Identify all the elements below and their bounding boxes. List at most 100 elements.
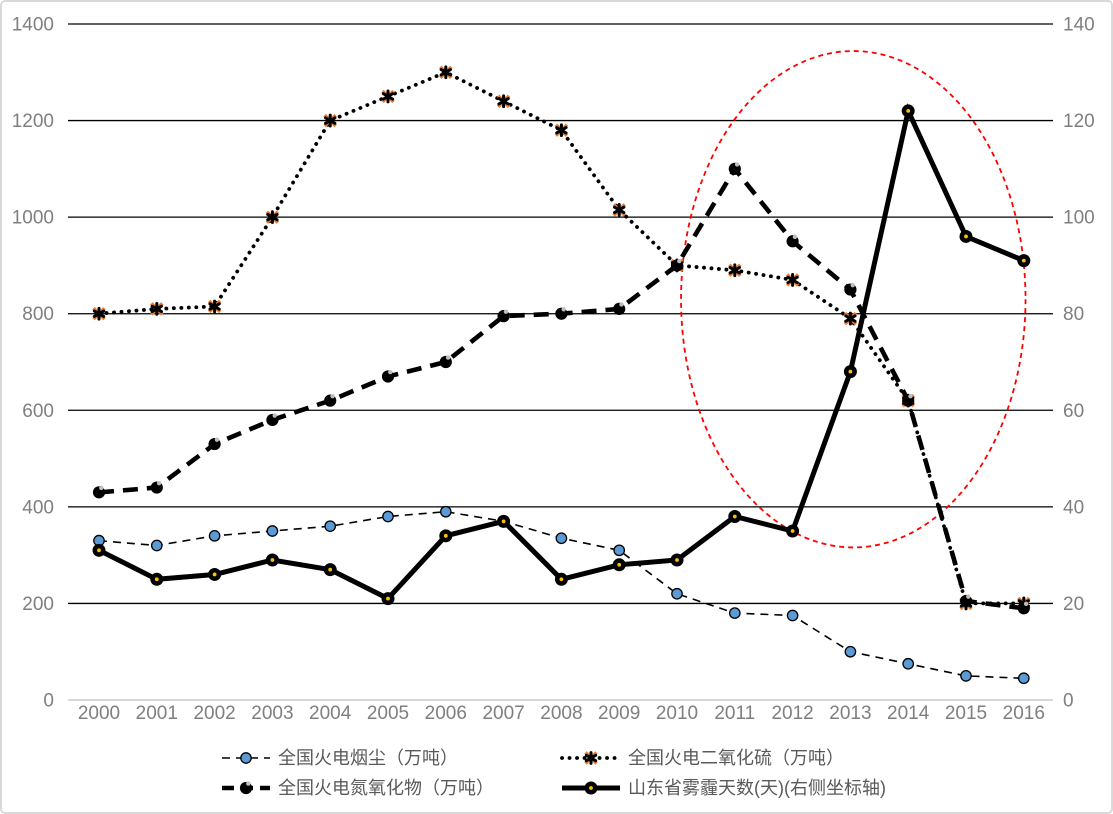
- black-circle-grey-marker: [208, 437, 221, 451]
- black-circle-yellow-marker: [381, 592, 395, 606]
- x-axis-tick-label: 2008: [540, 703, 582, 724]
- blue-circle-marker: [382, 510, 394, 523]
- legend: 全国火电烟尘（万吨） 全国火电二氧化硫（万吨） 全国火电氮氧化物（万吨） 山东省雾霾天…: [222, 748, 886, 798]
- left-axis-tick-label: 800: [22, 304, 54, 325]
- black-circle-yellow-marker: [670, 553, 684, 567]
- black-circle-grey-marker: [902, 394, 915, 407]
- legend-item-2: 全国火电氮氧化物（万吨）: [222, 778, 494, 798]
- blue-circle-marker: [728, 607, 741, 619]
- orange-x-star-marker: [381, 89, 395, 104]
- red-ellipse-annotation: [680, 50, 1027, 549]
- blue-circle-marker: [439, 505, 452, 518]
- left-axis-tick-label: 600: [22, 401, 54, 422]
- x-axis-tick-label: 2015: [945, 703, 987, 724]
- orange-x-star-marker: [728, 263, 742, 278]
- orange-x-star-marker: [554, 123, 569, 138]
- black-circle-yellow-marker: [323, 563, 337, 577]
- x-axis-tick-label: 2011: [714, 703, 755, 724]
- black-circle-yellow-marker: [92, 543, 106, 557]
- left-axis-tick-label: 1400: [12, 15, 54, 36]
- black-circle-grey-marker: [959, 594, 973, 608]
- black-circle-grey-marker: [439, 355, 452, 369]
- blue-circle-marker: [844, 645, 857, 658]
- legend-item-label: 全国火电烟尘（万吨）: [278, 748, 458, 768]
- orange-x-star-marker: [265, 210, 280, 225]
- black-circle-yellow-marker: [612, 558, 626, 572]
- black-circle-grey-marker: [497, 309, 510, 323]
- blue-circle-marker: [324, 520, 337, 533]
- black-circle-grey-marker: [728, 162, 741, 175]
- blue-circle-marker: [960, 670, 972, 682]
- legend-item-label: 全国火电二氧化硫（万吨）: [628, 748, 844, 768]
- orange-x-star-marker: [785, 273, 800, 287]
- orange-x-star-marker: [843, 311, 858, 326]
- black-circle-grey-marker: [266, 413, 279, 427]
- black-circle-yellow-marker: [1017, 254, 1031, 268]
- legend-item-label: 全国火电氮氧化物（万吨）: [278, 778, 494, 798]
- right-axis-tick-label: 120: [1063, 111, 1095, 132]
- x-axis-tick-label: 2001: [136, 703, 178, 724]
- legend-item-1: 全国火电二氧化硫（万吨）: [560, 748, 844, 768]
- x-axis-tick-label: 2004: [309, 703, 352, 724]
- black-circle-yellow-marker: [728, 510, 742, 524]
- x-axis-tick-label: 2002: [193, 703, 235, 724]
- x-axis-tick-label: 2009: [598, 703, 640, 724]
- orange-x-star-marker: [323, 113, 337, 128]
- black-circle-yellow-marker: [901, 104, 915, 118]
- x-axis-tick-label: 2016: [1003, 703, 1045, 724]
- black-circle-grey-marker: [670, 258, 684, 272]
- x-axis-tick-label: 2006: [425, 703, 467, 724]
- blue-circle-marker: [671, 587, 683, 600]
- blue-circle-marker: [613, 544, 626, 557]
- black-circle-grey-marker: [1017, 601, 1030, 615]
- x-axis-tick-label: 2010: [656, 703, 698, 724]
- right-axis-tick-label: 60: [1063, 401, 1084, 422]
- legend-item-0: 全国火电烟尘（万吨）: [222, 748, 458, 768]
- series-line-1: [97, 70, 1026, 606]
- right-axis-tick-label: 80: [1063, 304, 1084, 325]
- x-axis-tick-label: 2013: [829, 703, 871, 724]
- legend-item-3: 山东省雾霾天数(天)(右侧坐标轴): [562, 778, 886, 798]
- black-circle-yellow-marker: [497, 514, 511, 528]
- right-axis-tick-label: 140: [1063, 15, 1095, 36]
- left-axis-tick-label: 1200: [12, 111, 54, 132]
- black-circle-grey-marker: [381, 369, 395, 383]
- black-circle-yellow-marker: [150, 572, 164, 586]
- gridlines: [68, 23, 1053, 701]
- series-3: [92, 103, 1031, 606]
- blue-circle-marker: [240, 752, 252, 764]
- series-1: [92, 65, 1031, 611]
- black-circle-grey-marker: [239, 781, 253, 795]
- x-axis-tick-label: 2000: [78, 703, 120, 724]
- orange-x-star-marker: [584, 751, 598, 765]
- blue-circle-marker: [1017, 672, 1030, 685]
- black-circle-grey-marker: [150, 480, 163, 494]
- black-circle-yellow-marker: [959, 229, 973, 243]
- black-circle-yellow-marker: [439, 529, 453, 543]
- right-axis-tick-label: 100: [1063, 208, 1095, 229]
- orange-x-star-marker: [612, 203, 626, 217]
- black-circle-yellow-marker: [584, 781, 598, 795]
- blue-circle-marker: [208, 529, 221, 542]
- right-axis-tick-label: 40: [1063, 497, 1084, 518]
- black-circle-grey-marker: [613, 302, 626, 315]
- black-circle-grey-marker: [786, 234, 799, 248]
- orange-x-star-marker: [150, 301, 164, 316]
- x-axis-tick-label: 2003: [251, 703, 293, 724]
- orange-x-star-marker: [496, 94, 511, 109]
- series-2: [92, 162, 1030, 615]
- blue-circle-marker: [266, 525, 279, 537]
- black-circle-yellow-marker: [786, 524, 800, 538]
- left-axis-tick-label: 1000: [12, 208, 54, 229]
- left-axis-tick-label: 200: [22, 594, 54, 615]
- left-axis: 0 200 400 600 800 1000 1200 1400: [12, 15, 54, 712]
- left-axis-tick-label: 0: [43, 691, 54, 712]
- black-circle-grey-marker: [324, 394, 337, 407]
- right-axis-tick-label: 0: [1063, 691, 1074, 712]
- right-axis-tick-label: 20: [1063, 594, 1084, 615]
- black-circle-grey-marker: [844, 282, 857, 296]
- black-circle-grey-marker: [92, 485, 106, 499]
- black-circle-yellow-marker: [843, 365, 857, 379]
